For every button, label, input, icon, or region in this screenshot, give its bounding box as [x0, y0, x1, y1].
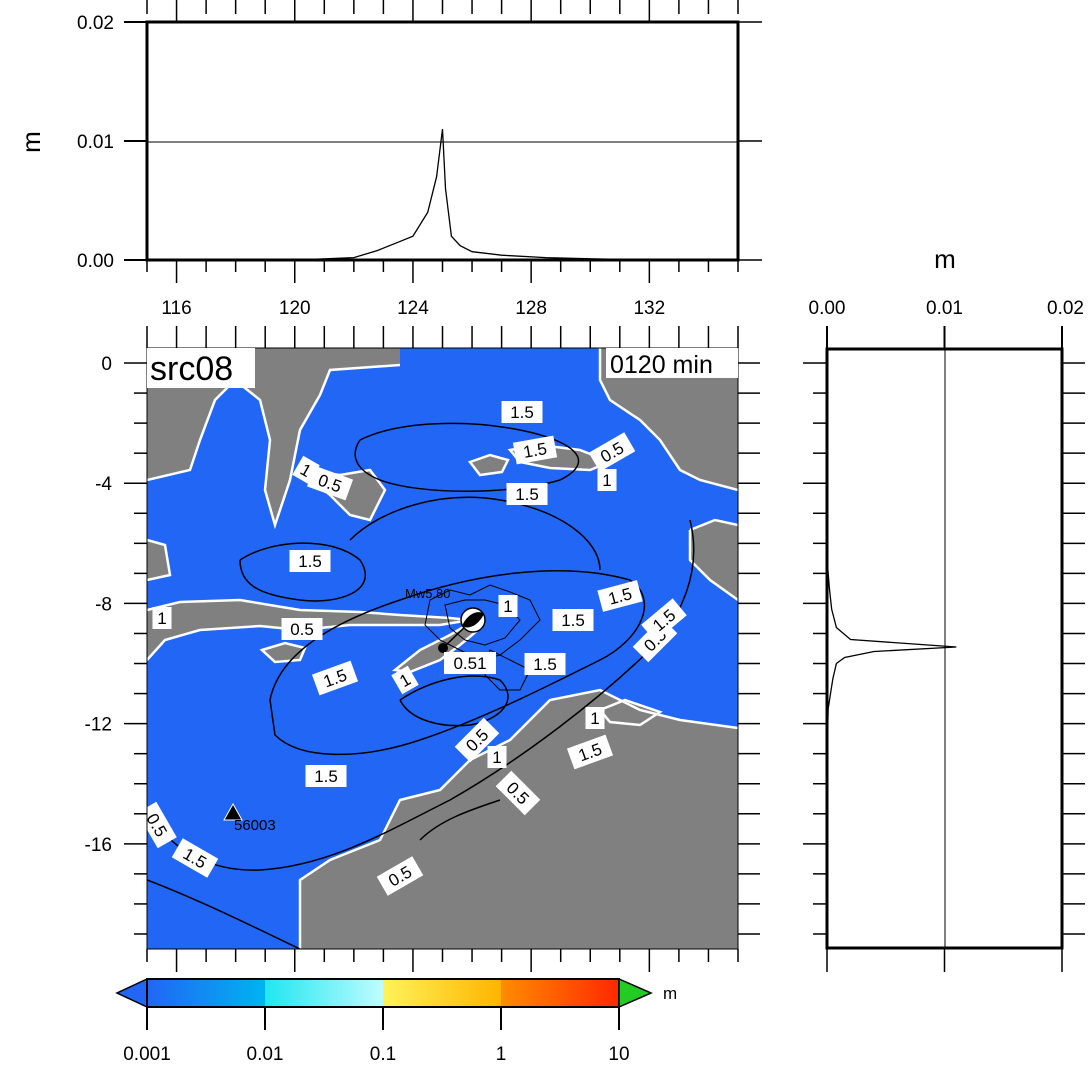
right-profile-x-ticks: 0.00 0.01 0.02 — [809, 298, 1084, 972]
lon-tick-label: 132 — [633, 298, 665, 319]
right-xtick-label: 0.00 — [809, 298, 846, 319]
station-label: 56003 — [234, 817, 276, 834]
lat-tick-label: -16 — [85, 835, 112, 856]
lat-tick-label: -4 — [95, 474, 112, 495]
contour-label: 1.5 — [289, 550, 331, 572]
svg-text:1.5: 1.5 — [533, 655, 557, 674]
contour-label: 1 — [292, 455, 320, 485]
lon-tick-label: 120 — [279, 298, 311, 319]
land-aru — [600, 700, 660, 725]
map-lon-ticks: 116 120 124 128 132 — [146, 298, 739, 972]
contour-label: 1 — [487, 746, 507, 768]
lat-tick-label: -8 — [95, 594, 112, 615]
right-xtick-label: 0.02 — [1047, 298, 1084, 319]
colorbar-low-arrow — [115, 977, 148, 1009]
source-label: src08 — [150, 350, 233, 388]
contour-lines — [147, 422, 695, 949]
colorbar-tick-label: 0.1 — [370, 1044, 396, 1065]
top-profile-y-ticks: 0.00 0.01 0.02 — [77, 13, 762, 272]
lat-tick-label: -12 — [85, 715, 112, 736]
contour-label: 1.5 — [552, 609, 594, 631]
top-profile-panel: 0.00 0.01 0.02 m — [16, 0, 762, 283]
contour-label: 1 — [391, 665, 419, 695]
colorbar: 0.001 0.01 0.1 1 10 m — [115, 977, 677, 1065]
contour-label: 1 — [585, 707, 605, 729]
contour-label: 1.5 — [524, 653, 566, 675]
lon-tick-label: 116 — [161, 298, 191, 319]
source-label-box — [147, 348, 255, 388]
svg-text:1: 1 — [492, 748, 501, 767]
contour-label: 0.5 — [281, 618, 323, 640]
colorbar-tick-label: 0.01 — [247, 1044, 284, 1065]
svg-text:1: 1 — [590, 709, 599, 728]
event-label: Mw5.80 — [405, 586, 451, 601]
right-profile-panel: 0.00 0.01 0.02 m — [803, 244, 1085, 972]
top-profile-line — [294, 129, 650, 261]
contour-label: 0.51 — [444, 652, 496, 674]
top-ytick-label: 0.01 — [77, 132, 114, 153]
land-sulawesi — [147, 348, 400, 525]
right-profile-xlabel: m — [934, 244, 956, 274]
top-ytick-label: 0.02 — [77, 13, 114, 34]
contour-label: 1.5 — [506, 483, 548, 505]
land-new-guinea-south — [690, 520, 738, 600]
svg-text:1.5: 1.5 — [298, 552, 322, 571]
right-xtick-label: 0.01 — [926, 298, 963, 319]
colorbar-segment-4 — [501, 979, 619, 1007]
contour-label: 1.5 — [501, 401, 543, 423]
right-profile-y-tick-marks — [803, 362, 1085, 935]
contour-label: 1 — [597, 469, 617, 491]
top-profile-ylabel: m — [16, 131, 46, 153]
colorbar-unit: m — [663, 984, 677, 1003]
contour-label: 1 — [498, 595, 518, 617]
contour-label: 1 — [152, 607, 172, 629]
land-masses — [147, 348, 738, 949]
map-panel: Mw5.80 56003 0.511.51.510.511.510.51.51.… — [85, 298, 760, 972]
land-australia — [300, 690, 738, 949]
svg-text:1: 1 — [503, 597, 512, 616]
svg-text:1.5: 1.5 — [522, 439, 549, 462]
colorbar-segment-2 — [265, 979, 383, 1007]
lat-tick-label: 0 — [101, 354, 112, 375]
colorbar-tick-label: 10 — [608, 1044, 629, 1065]
svg-text:1: 1 — [602, 471, 611, 490]
time-label: 0120 min — [610, 351, 713, 379]
colorbar-high-arrow — [618, 977, 653, 1009]
lon-tick-label: 124 — [397, 298, 429, 319]
colorbar-segment-1 — [147, 979, 265, 1007]
svg-text:1.5: 1.5 — [561, 611, 585, 630]
land-timor — [395, 620, 478, 672]
map-lat-ticks: 0 -4 -8 -12 -16 — [85, 354, 760, 935]
contour-label: 0.5 — [306, 465, 354, 501]
top-profile-x-tick-marks — [146, 0, 739, 283]
contour-label: 1.5 — [512, 435, 558, 465]
svg-text:0.5: 0.5 — [290, 620, 314, 639]
contour-label: 1.5 — [597, 580, 643, 612]
triangle-icon — [223, 802, 243, 821]
land-buru — [470, 455, 508, 475]
contour-labels: 0.511.51.510.511.510.51.51.51.51.50.51.5… — [147, 401, 687, 896]
event-epicenter: Mw5.80 — [405, 586, 486, 653]
colorbar-tick-label: 1 — [496, 1044, 507, 1065]
land-new-guinea — [600, 348, 738, 490]
svg-text:1.5: 1.5 — [510, 403, 534, 422]
colorbar-ticks: 0.001 0.01 0.1 1 10 — [123, 1007, 630, 1065]
svg-text:1.5: 1.5 — [314, 767, 338, 786]
station-marker: 56003 — [223, 802, 276, 834]
land-borneo-edge — [147, 540, 170, 580]
time-label-box — [606, 348, 738, 378]
svg-text:1.5: 1.5 — [515, 485, 539, 504]
svg-text:0.51: 0.51 — [453, 654, 486, 673]
colorbar-tick-label: 0.001 — [123, 1044, 171, 1065]
lon-tick-label: 128 — [515, 298, 547, 319]
svg-text:1: 1 — [157, 609, 166, 628]
colorbar-segment-3 — [383, 979, 501, 1007]
contour-label: 1.5 — [305, 765, 347, 787]
top-ytick-label: 0.00 — [77, 251, 114, 272]
right-profile-line — [826, 558, 957, 754]
